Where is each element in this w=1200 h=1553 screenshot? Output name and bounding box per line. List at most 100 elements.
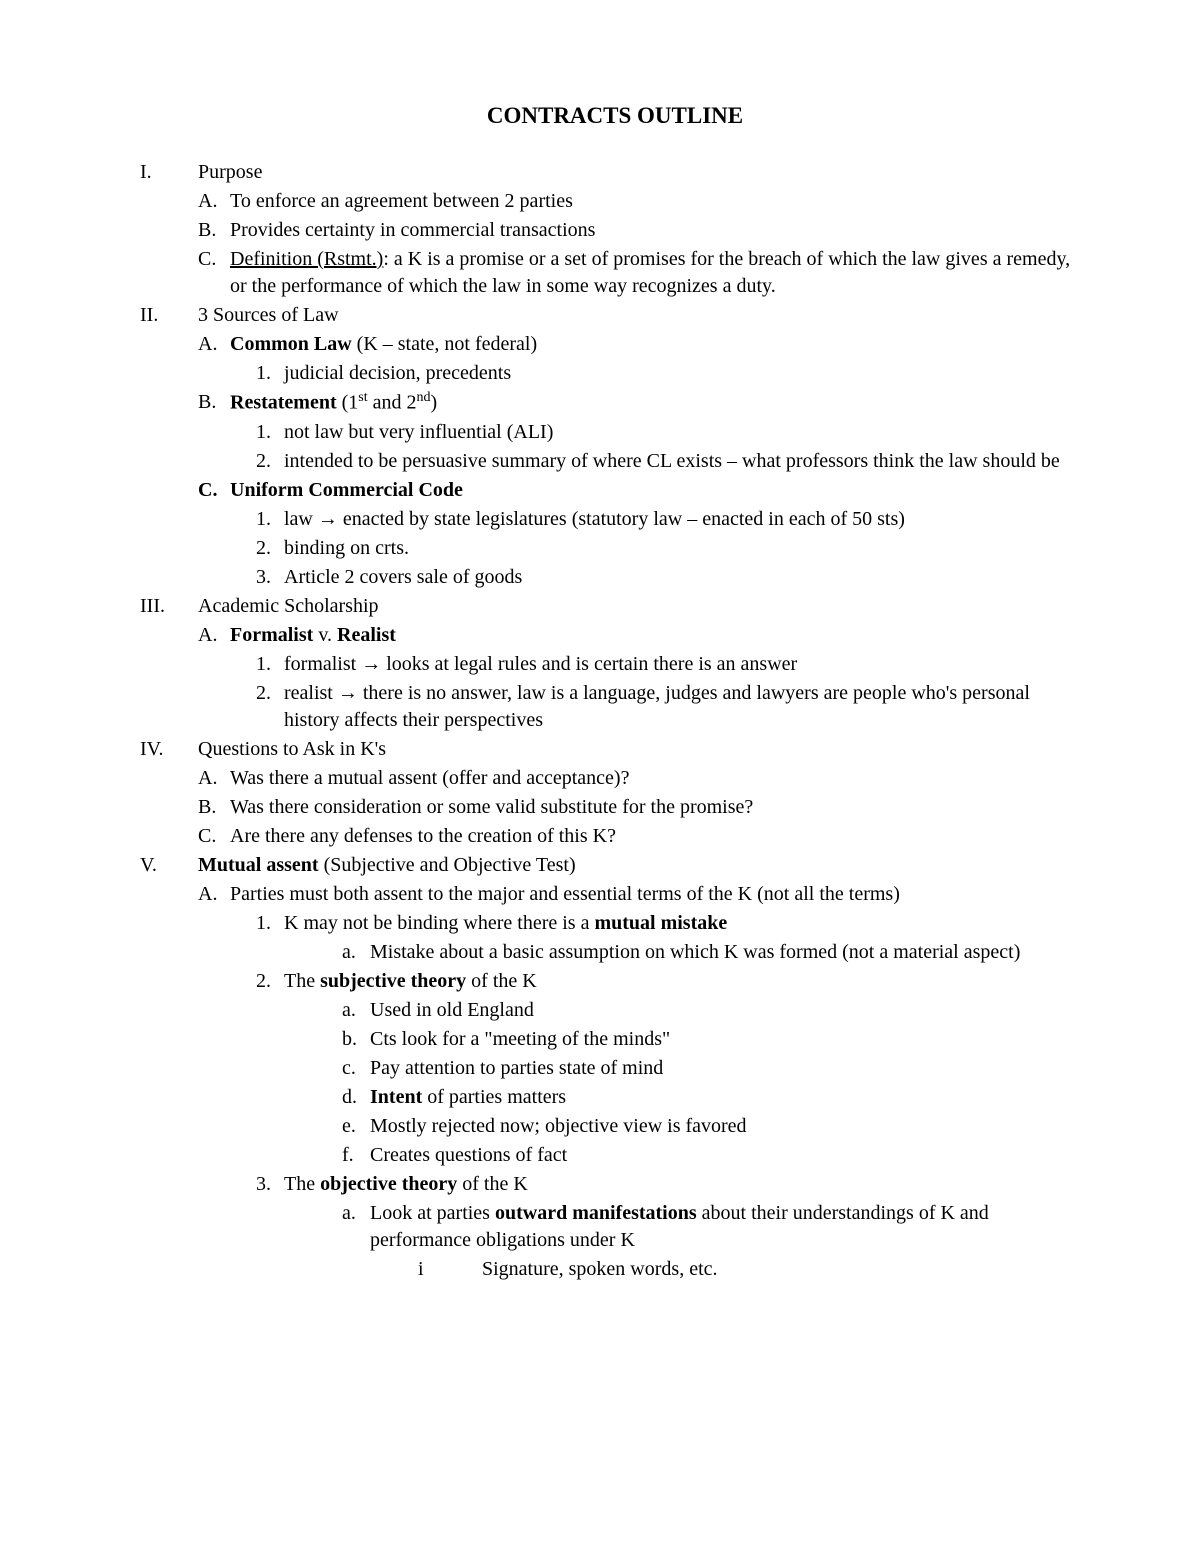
item-text: Are there any defenses to the creation o… [230, 823, 1090, 850]
item-text: Parties must both assent to the major an… [230, 881, 1090, 908]
item-text: Mistake about a basic assumption on whic… [370, 939, 1090, 966]
item-V-A-2-f: f.Creates questions of fact [284, 1142, 1090, 1169]
roman-numeral: II. [140, 302, 198, 591]
item-II-A-1: 1. judicial decision, precedents [198, 360, 1090, 387]
item-text: Provides certainty in commercial transac… [230, 217, 1090, 244]
item-II-B-2: 2. intended to be persuasive summary of … [198, 448, 1090, 475]
item-text: The subjective theory of the K a.Used in… [284, 968, 1090, 1169]
item-text: Was there consideration or some valid su… [230, 794, 1090, 821]
num-label: 3. [256, 564, 284, 591]
item-V-A-2-d: d.Intent of parties matters [284, 1084, 1090, 1111]
lower-label: c. [342, 1055, 370, 1082]
alpha-label: B. [198, 389, 230, 417]
item-II-C-3: 3. Article 2 covers sale of goods [198, 564, 1090, 591]
num-label: 2. [256, 448, 284, 475]
item-II-C: C. Uniform Commercial Code [198, 477, 1090, 504]
section-I: I. Purpose A. To enforce an agreement be… [140, 159, 1090, 300]
roman-numeral: V. [140, 852, 198, 1283]
lower-label: b. [342, 1026, 370, 1053]
item-V-A-3-a: a. Look at parties outward manifestation… [284, 1200, 1090, 1283]
item-text: not law but very influential (ALI) [284, 419, 1090, 446]
lower-label: d. [342, 1084, 370, 1111]
item-V-A-2-b: b.Cts look for a "meeting of the minds" [284, 1026, 1090, 1053]
num-label: 2. [256, 535, 284, 562]
definition-label: Definition (Rstmt.) [230, 248, 383, 270]
item-II-B: B. Restatement (1st and 2nd) [198, 389, 1090, 417]
lowerroman-label: i [418, 1256, 482, 1283]
num-label: 2. [256, 680, 284, 734]
num-label: 1. [256, 910, 284, 966]
lower-label: a. [342, 1200, 370, 1283]
item-text: formalist → looks at legal rules and is … [284, 651, 1090, 678]
item-text: Signature, spoken words, etc. [482, 1256, 1090, 1283]
section-V: V. Mutual assent (Subjective and Objecti… [140, 852, 1090, 1283]
section-III: III. Academic Scholarship A. Formalist v… [140, 593, 1090, 734]
alpha-label: A. [198, 331, 230, 358]
alpha-label: B. [198, 217, 230, 244]
num-label: 1. [256, 506, 284, 533]
item-text: Creates questions of fact [370, 1142, 1090, 1169]
alpha-label: A. [198, 765, 230, 792]
item-text: Cts look for a "meeting of the minds" [370, 1026, 1090, 1053]
section-heading: 3 Sources of Law [198, 302, 1090, 329]
item-text: intended to be persuasive summary of whe… [284, 448, 1090, 475]
item-text: Look at parties outward manifestations a… [370, 1200, 1090, 1283]
item-V-A-1-a: a. Mistake about a basic assumption on w… [284, 939, 1090, 966]
item-text: realist → there is no answer, law is a l… [284, 680, 1090, 734]
item-III-A-1: 1. formalist → looks at legal rules and … [198, 651, 1090, 678]
item-text: binding on crts. [284, 535, 1090, 562]
item-V-A-3-a-i: i Signature, spoken words, etc. [370, 1256, 1090, 1283]
alpha-label: C. [198, 823, 230, 850]
item-V-A-3: 3. The objective theory of the K a. Look… [198, 1171, 1090, 1283]
item-I-B: B. Provides certainty in commercial tran… [198, 217, 1090, 244]
item-II-C-2: 2. binding on crts. [198, 535, 1090, 562]
document-title: CONTRACTS OUTLINE [140, 100, 1090, 131]
section-heading: Purpose [198, 159, 1090, 186]
alpha-label: C. [198, 246, 230, 300]
alpha-label: A. [198, 188, 230, 215]
item-text: Was there a mutual assent (offer and acc… [230, 765, 1090, 792]
item-IV-C: C. Are there any defenses to the creatio… [198, 823, 1090, 850]
item-V-A-2: 2. The subjective theory of the K a.Used… [198, 968, 1090, 1169]
item-V-A: A. Parties must both assent to the major… [198, 881, 1090, 908]
item-text: Pay attention to parties state of mind [370, 1055, 1090, 1082]
item-V-A-2-c: c.Pay attention to parties state of mind [284, 1055, 1090, 1082]
item-I-A: A. To enforce an agreement between 2 par… [198, 188, 1090, 215]
item-II-C-1: 1. law → enacted by state legislatures (… [198, 506, 1090, 533]
item-I-C: C. Definition (Rstmt.): a K is a promise… [198, 246, 1090, 300]
arrow-icon: → [318, 508, 338, 530]
lower-label: a. [342, 939, 370, 966]
item-V-A-2-e: e.Mostly rejected now; objective view is… [284, 1113, 1090, 1140]
item-II-A: A. Common Law (K – state, not federal) [198, 331, 1090, 358]
item-text: judicial decision, precedents [284, 360, 1090, 387]
num-label: 2. [256, 968, 284, 1169]
arrow-icon: → [361, 653, 381, 675]
item-III-A: A. Formalist v. Realist [198, 622, 1090, 649]
item-text: Formalist v. Realist [230, 622, 1090, 649]
num-label: 1. [256, 651, 284, 678]
item-text: law → enacted by state legislatures (sta… [284, 506, 1090, 533]
arrow-icon: → [338, 682, 358, 704]
item-text: Used in old England [370, 997, 1090, 1024]
item-V-A-1: 1. K may not be binding where there is a… [198, 910, 1090, 966]
alpha-label: B. [198, 794, 230, 821]
item-text: K may not be binding where there is a mu… [284, 910, 1090, 966]
item-III-A-2: 2. realist → there is no answer, law is … [198, 680, 1090, 734]
section-heading: Academic Scholarship [198, 593, 1090, 620]
item-text: Definition (Rstmt.): a K is a promise or… [230, 246, 1090, 300]
item-text: Intent of parties matters [370, 1084, 1090, 1111]
item-text: Common Law (K – state, not federal) [230, 331, 1090, 358]
item-text: Mostly rejected now; objective view is f… [370, 1113, 1090, 1140]
num-label: 3. [256, 1171, 284, 1283]
item-text: Article 2 covers sale of goods [284, 564, 1090, 591]
roman-numeral: I. [140, 159, 198, 300]
item-IV-A: A. Was there a mutual assent (offer and … [198, 765, 1090, 792]
section-heading: Questions to Ask in K's [198, 736, 1090, 763]
lower-label: e. [342, 1113, 370, 1140]
num-label: 1. [256, 360, 284, 387]
section-IV: IV. Questions to Ask in K's A. Was there… [140, 736, 1090, 850]
alpha-label: A. [198, 881, 230, 908]
item-V-A-2-a: a.Used in old England [284, 997, 1090, 1024]
num-label: 1. [256, 419, 284, 446]
item-IV-B: B. Was there consideration or some valid… [198, 794, 1090, 821]
